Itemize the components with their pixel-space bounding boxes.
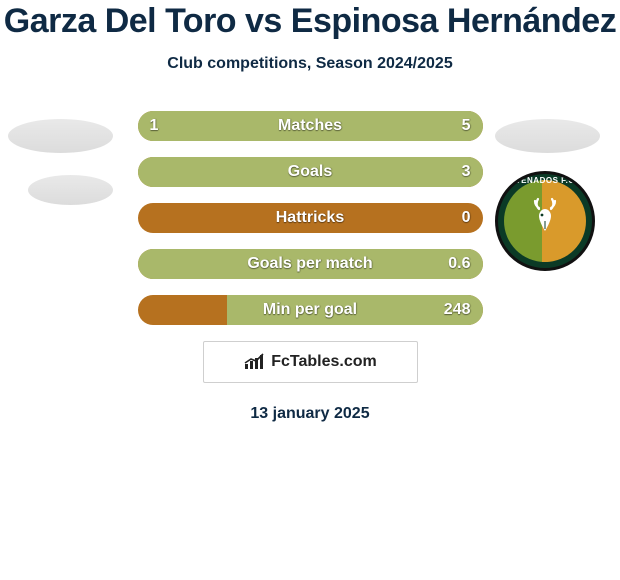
- stat-value-right: 248: [444, 295, 471, 325]
- stat-row: Goals per match0.6: [138, 249, 483, 279]
- stat-label: Matches: [138, 111, 483, 141]
- date-line: 13 january 2025: [0, 405, 620, 423]
- stat-value-right: 5: [462, 111, 471, 141]
- stat-row: Goals3: [138, 157, 483, 187]
- brand-chart-icon: [243, 353, 265, 371]
- page-title: Garza Del Toro vs Espinosa Hernández: [0, 2, 620, 41]
- comparison-body: VENADOS F.C Matches1 5 Goals3 Hattricks0 Goa…: [0, 111, 620, 423]
- stat-value-right: 0: [462, 203, 471, 233]
- page-subtitle: Club competitions, Season 2024/2025: [0, 55, 620, 73]
- page-root: Garza Del Toro vs Espinosa Hernández Clu…: [0, 0, 620, 580]
- stats-bars: Matches1 5 Goals3 Hattricks0 Goals per match…: [138, 111, 483, 325]
- player-left-club-placeholder: [28, 175, 113, 205]
- stat-label: Min per goal: [138, 295, 483, 325]
- stat-value-right: 3: [462, 157, 471, 187]
- stat-row: Hattricks0: [138, 203, 483, 233]
- stat-value-left: 1: [150, 111, 159, 141]
- stat-value-right: 0.6: [448, 249, 470, 279]
- brand-box[interactable]: FcTables.com: [203, 341, 418, 383]
- header: Garza Del Toro vs Espinosa Hernández Clu…: [0, 0, 620, 73]
- stat-row: Min per goal248: [138, 295, 483, 325]
- player-right-club-badge: VENADOS F.C: [495, 171, 595, 271]
- brand-text: FcTables.com: [271, 353, 377, 371]
- player-right-images: VENADOS F.C: [495, 119, 600, 271]
- club-badge-text: VENADOS F.C: [498, 176, 592, 185]
- player-left-images: [8, 119, 113, 205]
- stat-label: Hattricks: [138, 203, 483, 233]
- deer-icon: [523, 195, 567, 247]
- player-right-photo-placeholder: [495, 119, 600, 153]
- player-left-photo-placeholder: [8, 119, 113, 153]
- stat-label: Goals per match: [138, 249, 483, 279]
- stat-row: Matches1 5: [138, 111, 483, 141]
- stat-label: Goals: [138, 157, 483, 187]
